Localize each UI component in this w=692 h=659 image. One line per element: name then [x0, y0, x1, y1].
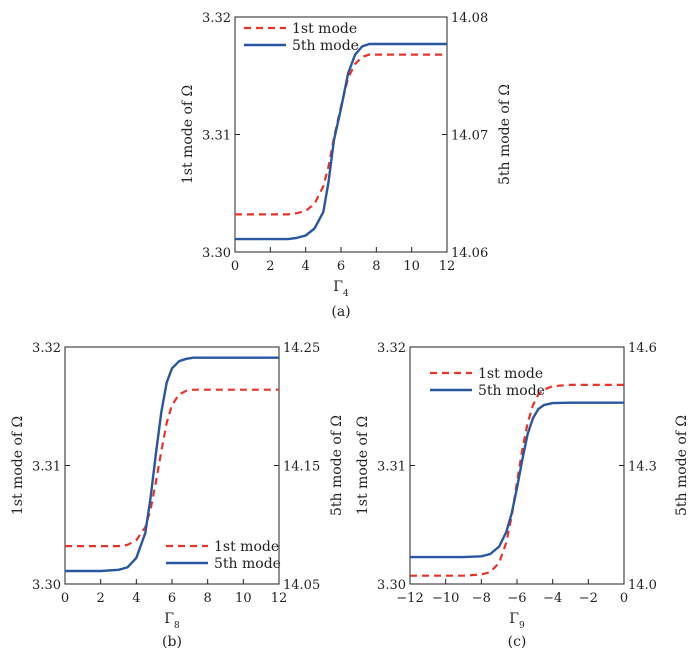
- y-tick-label: 3.32: [377, 341, 406, 356]
- y-axis-title: 1st mode of Ω: [180, 85, 196, 184]
- y2-tick-label: 14.0: [628, 578, 657, 593]
- x-axis-subscript: 9: [519, 621, 525, 631]
- y-tick-label: 3.30: [32, 578, 61, 593]
- x-tick-label: 2: [97, 591, 105, 606]
- x-tick-label: 12: [271, 591, 288, 606]
- y-tick-label: 3.30: [202, 246, 231, 261]
- x-axis-symbol: Γ: [164, 611, 174, 627]
- chart-panel-3: −12 −10 −8 −6 −4 −2 0 3.30 3.31 3.32 14.0 14.3 14.6 Γ…: [355, 341, 690, 650]
- x-axis-title: Γ9: [509, 611, 525, 631]
- x-axis-symbol: Γ: [333, 279, 343, 295]
- x-tick-label: −2: [579, 591, 598, 606]
- chart-panel-2: 0 2 4 6 8 10 123.303.313.3214.0514.1514.25Γ81s…: [10, 341, 345, 650]
- y2-axis-title: 5th mode of Ω: [329, 415, 345, 516]
- x-axis-symbol: Γ: [509, 611, 519, 627]
- x-tick-label: 6: [168, 591, 176, 606]
- x-tick-label: 0: [620, 591, 628, 606]
- y2-tick-label: 14.15: [283, 460, 320, 475]
- y2-axis-title: 5th mode of Ω: [674, 415, 690, 516]
- series-line-mode5: [235, 42, 447, 241]
- panel-label: (b): [162, 634, 182, 650]
- series-line-mode1: [410, 383, 624, 577]
- y2-tick-label: 14.6: [628, 341, 657, 356]
- y-axis-title: 1st mode of Ω: [10, 416, 26, 515]
- y2-axis-title: 5th mode of Ω: [497, 84, 513, 185]
- y-tick-label: 3.31: [202, 129, 231, 144]
- x-tick-label: 2: [266, 259, 274, 274]
- x-tick-label: 4: [132, 591, 140, 606]
- x-tick-label: 4: [302, 259, 310, 274]
- legend-label: 5th mode: [214, 556, 281, 572]
- y-tick-label: 3.31: [32, 460, 61, 475]
- x-tick-label: 10: [403, 259, 420, 274]
- legend-label: 5th mode: [478, 383, 545, 399]
- panel-label: (a): [331, 304, 350, 320]
- panel-label: (c): [508, 634, 527, 650]
- y-axis-title: 1st mode of Ω: [355, 416, 371, 515]
- y2-tick-label: 14.08: [451, 11, 488, 26]
- x-tick-label: −12: [396, 591, 423, 606]
- y2-tick-label: 14.25: [283, 341, 320, 356]
- x-tick-label: −4: [543, 591, 562, 606]
- x-tick-label: 8: [372, 259, 380, 274]
- legend-label: 1st mode: [478, 366, 543, 382]
- x-tick-label: −10: [432, 591, 459, 606]
- x-tick-label: 8: [204, 591, 212, 606]
- y2-tick-label: 14.05: [283, 578, 320, 593]
- x-axis-subscript: 8: [174, 621, 180, 631]
- x-tick-label: 6: [337, 259, 345, 274]
- chart-panel-1: 0 2 4 6 8 10 123.303.313.3214.0614.0714.08Γ41s…: [180, 11, 513, 320]
- x-axis-subscript: 4: [343, 289, 349, 299]
- legend-label: 1st mode: [214, 539, 279, 555]
- y2-tick-label: 14.06: [451, 246, 488, 261]
- x-tick-label: 12: [439, 259, 456, 274]
- x-tick-label: 0: [61, 591, 69, 606]
- series-line-mode5: [410, 401, 624, 559]
- x-tick-label: −6: [507, 591, 526, 606]
- y2-tick-label: 14.3: [628, 460, 657, 475]
- legend-label: 1st mode: [292, 21, 357, 37]
- x-tick-label: 0: [231, 259, 239, 274]
- series-line-mode5: [65, 356, 279, 573]
- series-line-mode1: [65, 388, 279, 548]
- y-tick-label: 3.31: [377, 460, 406, 475]
- x-axis-title: Γ4: [333, 279, 349, 299]
- y-tick-label: 3.32: [202, 11, 231, 26]
- x-axis-title: Γ8: [164, 611, 180, 631]
- y-tick-label: 3.30: [377, 578, 406, 593]
- x-tick-label: 10: [235, 591, 252, 606]
- y2-tick-label: 14.07: [451, 129, 488, 144]
- y-tick-label: 3.32: [32, 341, 61, 356]
- legend-label: 5th mode: [292, 38, 359, 54]
- series-line-mode1: [235, 53, 447, 216]
- x-tick-label: −8: [472, 591, 491, 606]
